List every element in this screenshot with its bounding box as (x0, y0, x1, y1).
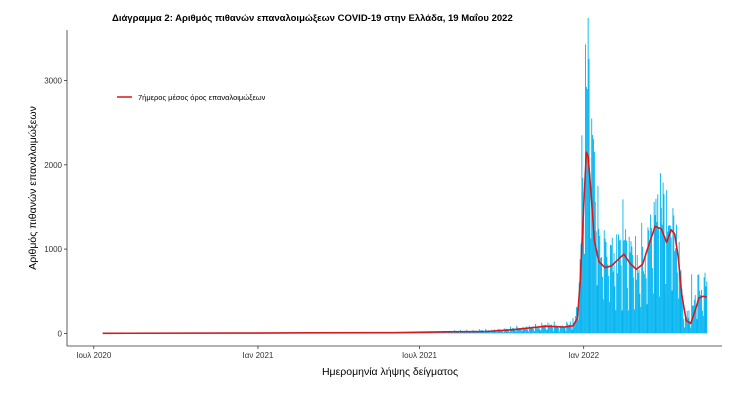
legend-label: 7ήμερος μέσος όρος επαναλοιμώξεων (138, 93, 266, 102)
x-tick-label: Ιουλ 2020 (76, 351, 112, 360)
y-tick-label: 1000 (44, 245, 62, 254)
y-axis-ticks: 0 1000 2000 3000 (44, 77, 67, 338)
legend: 7ήμερος μέσος όρος επαναλοιμώξεων (117, 93, 266, 102)
x-axis-label: Ημερομηνία λήψης δείγματος (322, 366, 458, 378)
x-tick-label: Ιαν 2022 (568, 351, 599, 360)
x-axis-ticks: Ιουλ 2020 Ιαν 2021 Ιουλ 2021 Ιαν 2022 (76, 346, 600, 360)
chart-title: Διάγραμμα 2: Αριθμός πιθανών επαναλοιμώξ… (112, 13, 513, 24)
line-series (102, 151, 708, 335)
y-tick-label: 3000 (44, 77, 62, 86)
x-tick-label: Ιουλ 2021 (402, 351, 438, 360)
y-tick-label: 2000 (44, 161, 62, 170)
bar-series (102, 17, 708, 334)
moving-average-line (102, 151, 708, 335)
y-axis-label: Αριθμός πιθανών επαναλοιμώξεων (27, 106, 39, 270)
x-tick-label: Ιαν 2021 (243, 351, 274, 360)
y-tick-label: 0 (58, 329, 63, 338)
